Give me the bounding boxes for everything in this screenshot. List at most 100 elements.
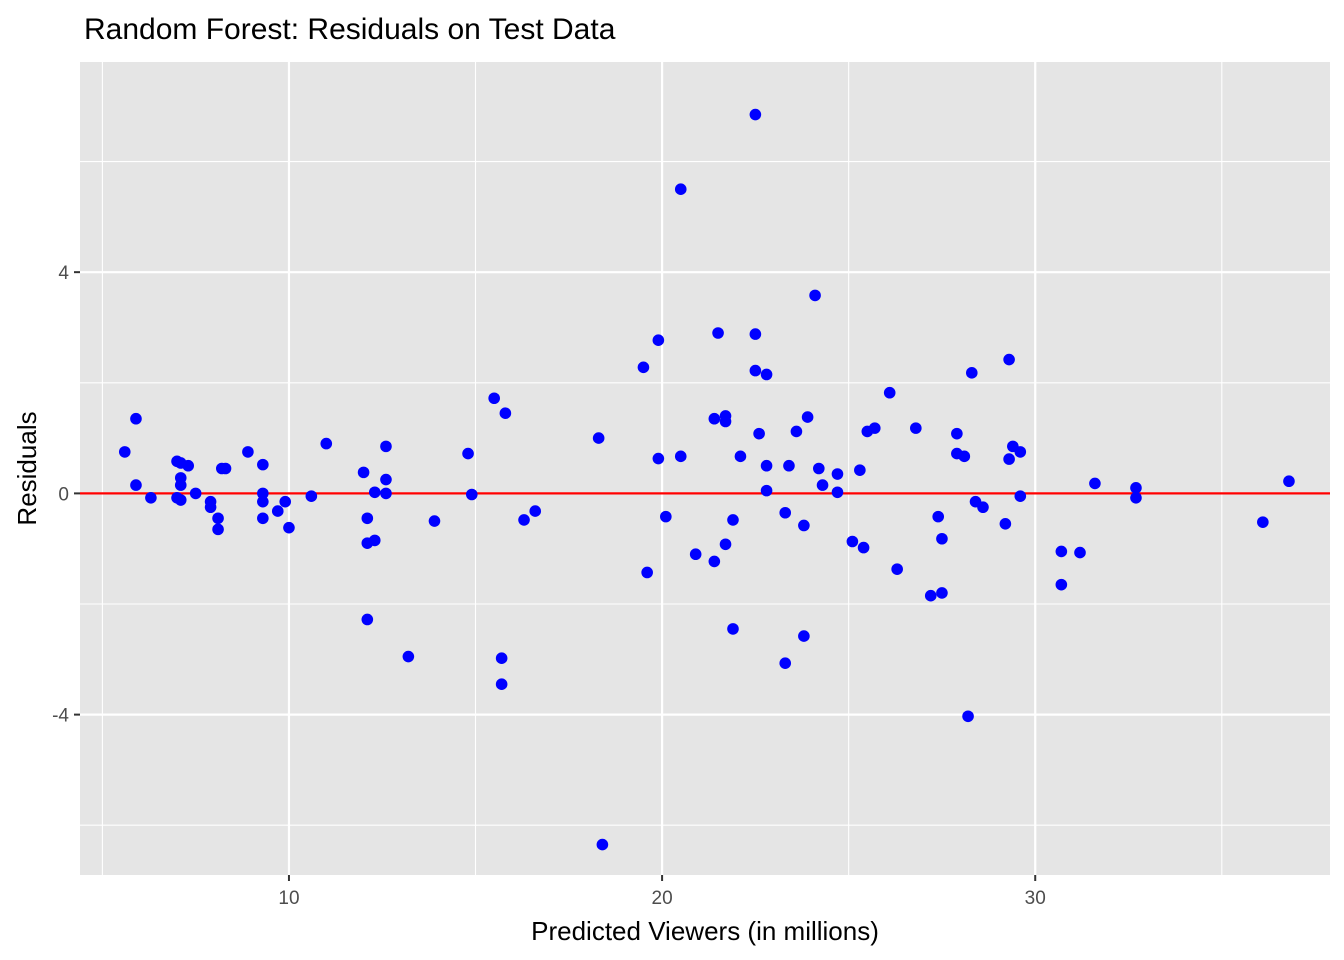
y-tick-label: 0: [58, 484, 69, 505]
data-point: [204, 501, 217, 514]
data-point: [798, 630, 810, 642]
data-point: [790, 425, 803, 438]
data-point: [462, 447, 474, 460]
data-point: [1055, 578, 1068, 591]
data-point: [1014, 490, 1027, 502]
plot-panel: [80, 62, 1330, 875]
data-point: [380, 440, 392, 453]
data-point: [257, 458, 269, 471]
data-point: [361, 613, 374, 626]
data-point: [652, 334, 665, 346]
data-point: [242, 446, 254, 458]
data-point: [305, 490, 318, 502]
data-point: [760, 459, 773, 472]
data-point: [831, 468, 844, 480]
data-point: [1074, 546, 1086, 559]
data-point: [118, 446, 131, 458]
data-point: [1003, 453, 1015, 465]
data-point: [257, 487, 269, 500]
data-point: [749, 328, 762, 340]
data-point: [660, 510, 672, 523]
data-point: [749, 108, 762, 121]
data-point: [924, 589, 937, 602]
data-point: [428, 515, 441, 527]
data-point: [283, 521, 295, 534]
data-point: [727, 623, 739, 635]
data-point: [813, 462, 825, 475]
data-points: [118, 108, 1295, 851]
data-point: [174, 479, 187, 491]
data-point: [652, 452, 665, 465]
data-point: [1003, 353, 1015, 366]
data-point: [1089, 477, 1101, 490]
data-point: [753, 427, 765, 440]
data-point: [783, 459, 795, 472]
data-point: [174, 494, 187, 506]
data-point: [596, 838, 609, 851]
data-point: [734, 450, 747, 463]
data-point: [361, 512, 374, 525]
data-point: [357, 466, 370, 479]
data-point: [760, 368, 773, 381]
data-point: [951, 427, 963, 440]
y-tick-label: 4: [58, 263, 69, 284]
data-point: [1014, 446, 1027, 458]
data-point: [883, 386, 896, 399]
data-point: [798, 519, 810, 532]
data-point: [488, 392, 500, 405]
data-point: [368, 486, 381, 499]
data-point: [936, 532, 948, 545]
data-point: [145, 492, 157, 504]
data-point: [689, 548, 702, 561]
x-tick-label: 10: [278, 888, 299, 909]
data-point: [932, 510, 945, 523]
data-point: [130, 479, 142, 491]
data-point: [977, 501, 989, 514]
data-point: [182, 459, 195, 472]
data-point: [637, 361, 650, 374]
data-point: [271, 505, 284, 517]
y-axis-title: Residuals: [12, 411, 42, 525]
data-point: [465, 488, 478, 501]
data-point: [868, 422, 881, 434]
data-point: [499, 407, 512, 419]
data-point: [857, 541, 870, 554]
data-point: [495, 678, 508, 690]
data-point: [809, 289, 821, 302]
data-point: [320, 437, 333, 450]
data-point: [708, 555, 721, 568]
data-point: [708, 412, 721, 425]
data-point: [816, 479, 829, 491]
data-point: [936, 587, 948, 599]
data-point: [495, 652, 508, 664]
data-point: [641, 566, 653, 579]
x-axis-title: Predicted Viewers (in millions): [531, 916, 879, 946]
data-point: [727, 514, 739, 526]
data-point: [1130, 482, 1142, 494]
data-point: [801, 411, 814, 423]
data-point: [854, 464, 866, 476]
data-point: [1130, 492, 1142, 504]
data-point: [779, 506, 792, 519]
data-point: [1257, 516, 1269, 528]
data-point: [831, 486, 844, 499]
chart-title: Random Forest: Residuals on Test Data: [84, 13, 616, 46]
data-point: [891, 563, 903, 575]
data-point: [130, 412, 142, 425]
data-point: [846, 535, 859, 548]
y-tick-label: -4: [52, 706, 69, 727]
data-point: [518, 514, 530, 526]
axes: 10 20 30 -4 0 4: [52, 263, 1046, 909]
data-point: [592, 432, 605, 444]
data-point: [402, 650, 415, 663]
data-point: [368, 534, 381, 547]
data-point: [999, 518, 1012, 530]
data-point: [910, 422, 922, 434]
x-tick-label: 20: [652, 888, 673, 909]
data-point: [380, 473, 392, 486]
data-point: [719, 415, 732, 428]
data-point: [380, 487, 392, 500]
data-point: [965, 367, 978, 379]
data-point: [674, 183, 687, 196]
